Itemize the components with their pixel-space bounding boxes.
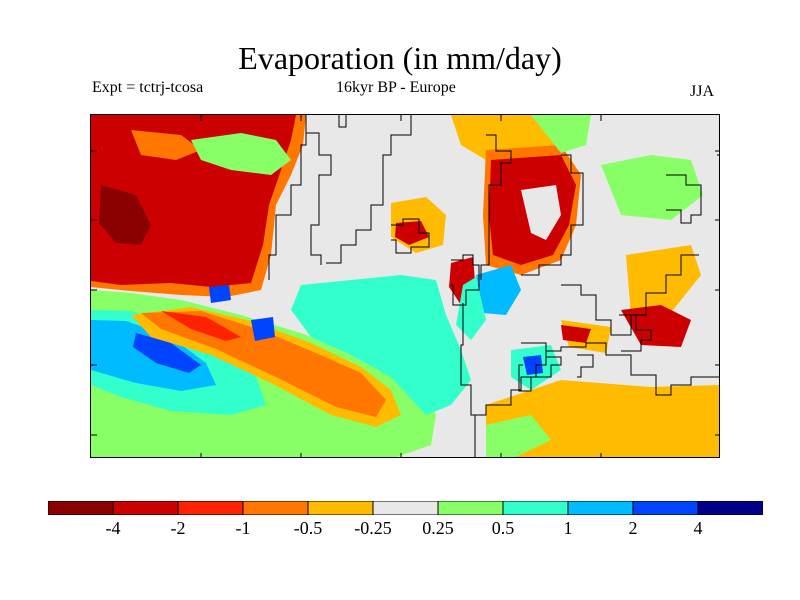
colorbar-tick-label: 0.25 (422, 518, 454, 538)
evaporation-map (90, 114, 720, 458)
colorbar-swatch (632, 501, 699, 515)
ocean-red-tongue (161, 311, 241, 341)
greenland-orange-patch (131, 130, 201, 160)
colorbar-swatch (48, 501, 114, 515)
europe-red-b (561, 325, 591, 343)
colorbar-tick-label: -1 (235, 518, 251, 538)
colorbar-swatch (567, 501, 634, 515)
colorbar-swatch (307, 501, 374, 515)
ocean-blue-core (133, 333, 201, 373)
map-ticks (91, 115, 719, 457)
colorbar-swatch (697, 501, 763, 515)
icesheet-blue-patch (209, 285, 231, 303)
iceland-red-patch (395, 221, 429, 245)
greenland-darkred-core (99, 185, 151, 245)
mediterranean-blue (523, 355, 543, 375)
colorbar-tick-label: -2 (170, 518, 186, 538)
scandinavia-inner-light (521, 185, 561, 240)
colorbar-tick-label: -4 (105, 518, 121, 538)
colorbar-tick-label: 0.5 (491, 518, 515, 538)
colorbar-tick-label: 4 (693, 518, 703, 538)
colorbar (48, 501, 763, 515)
east-green-patch (601, 155, 703, 220)
period-region-label: 16kyr BP - Europe (336, 79, 456, 96)
plot-title: Evaporation (in mm/day) (238, 40, 562, 76)
colorbar-swatch (177, 501, 244, 515)
colorbar-tick-label: -0.5 (293, 518, 323, 538)
experiment-label: Expt = tctrj-tcosa (92, 79, 204, 96)
baltic-lightblue (476, 265, 521, 315)
icesheet-blue-patch-2 (251, 317, 275, 341)
coastal-green-north (531, 115, 591, 153)
colorbar-swatch (372, 501, 439, 515)
colorbar-swatch (502, 501, 569, 515)
europe-orange-a (626, 245, 701, 325)
colorbar-tick-label: -0.25 (354, 518, 392, 538)
greenland-green-patch (191, 133, 291, 175)
colorbar-swatch (437, 501, 504, 515)
ocean-cyan-mid (291, 275, 471, 415)
ocean-darkorange-tongue (141, 311, 386, 417)
north-africa-green (486, 415, 551, 457)
coastlines (268, 115, 719, 457)
colorbar-swatch (112, 501, 179, 515)
colorbar-tick-label: 2 (628, 518, 638, 538)
colorbar-swatch (242, 501, 309, 515)
colorbar-tick-label: 1 (563, 518, 573, 538)
season-label: JJA (690, 83, 715, 100)
